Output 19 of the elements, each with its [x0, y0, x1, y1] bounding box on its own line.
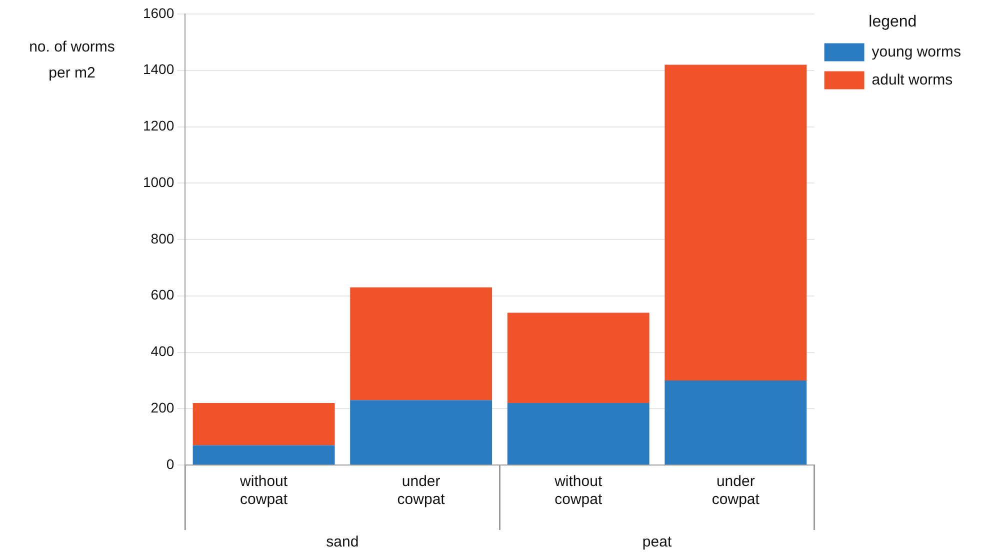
text: peat — [642, 534, 672, 551]
y-axis-title: no. of worms per m2 — [29, 38, 115, 82]
x-tick-label: without cowpat — [239, 473, 288, 508]
y-tick-label: 1200 — [142, 118, 174, 134]
y-tick-label: 0 — [166, 456, 174, 472]
text: sand — [326, 534, 359, 551]
y-tick-label: 1400 — [142, 61, 174, 78]
y-tick-label: 200 — [150, 399, 174, 416]
legend-label: adult worms — [872, 71, 953, 88]
legend-title: legend — [868, 13, 917, 30]
y-tick-label: 600 — [150, 286, 174, 303]
y-tick-label: 800 — [150, 230, 174, 246]
legend-label: young worms — [872, 43, 961, 60]
x-tick-label: under cowpat — [397, 473, 446, 508]
y-tick-label: 1000 — [142, 174, 174, 190]
y-tick-label: 400 — [150, 343, 174, 360]
x-tick-label: without cowpat — [554, 473, 603, 508]
x-tick-label: under cowpat — [712, 473, 760, 508]
y-tick-label: 1600 — [142, 4, 174, 21]
